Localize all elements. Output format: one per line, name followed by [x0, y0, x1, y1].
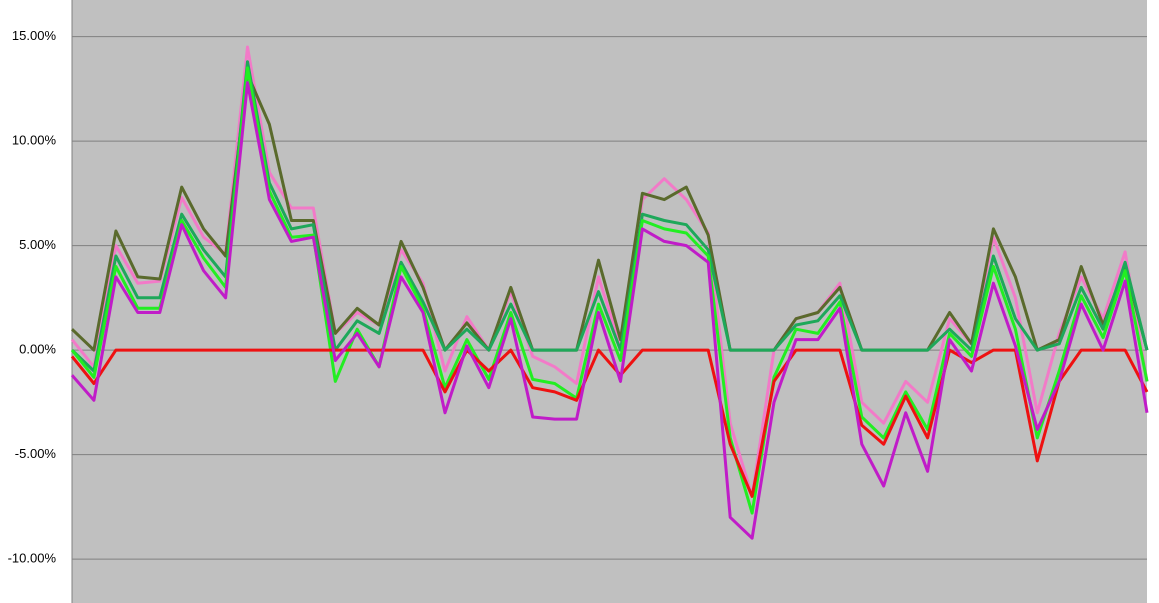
y-tick-label: -5.00%: [15, 446, 57, 461]
series-line: [70, 66, 1149, 515]
y-tick-label: 15.00%: [12, 28, 57, 43]
series-line: [70, 348, 1149, 498]
y-tick-label: 10.00%: [12, 133, 57, 148]
y-tick-label: 5.00%: [19, 237, 56, 252]
y-tick-label: -10.00%: [8, 551, 57, 566]
y-tick-label: 0.00%: [19, 342, 56, 357]
series-line: [70, 81, 1149, 540]
